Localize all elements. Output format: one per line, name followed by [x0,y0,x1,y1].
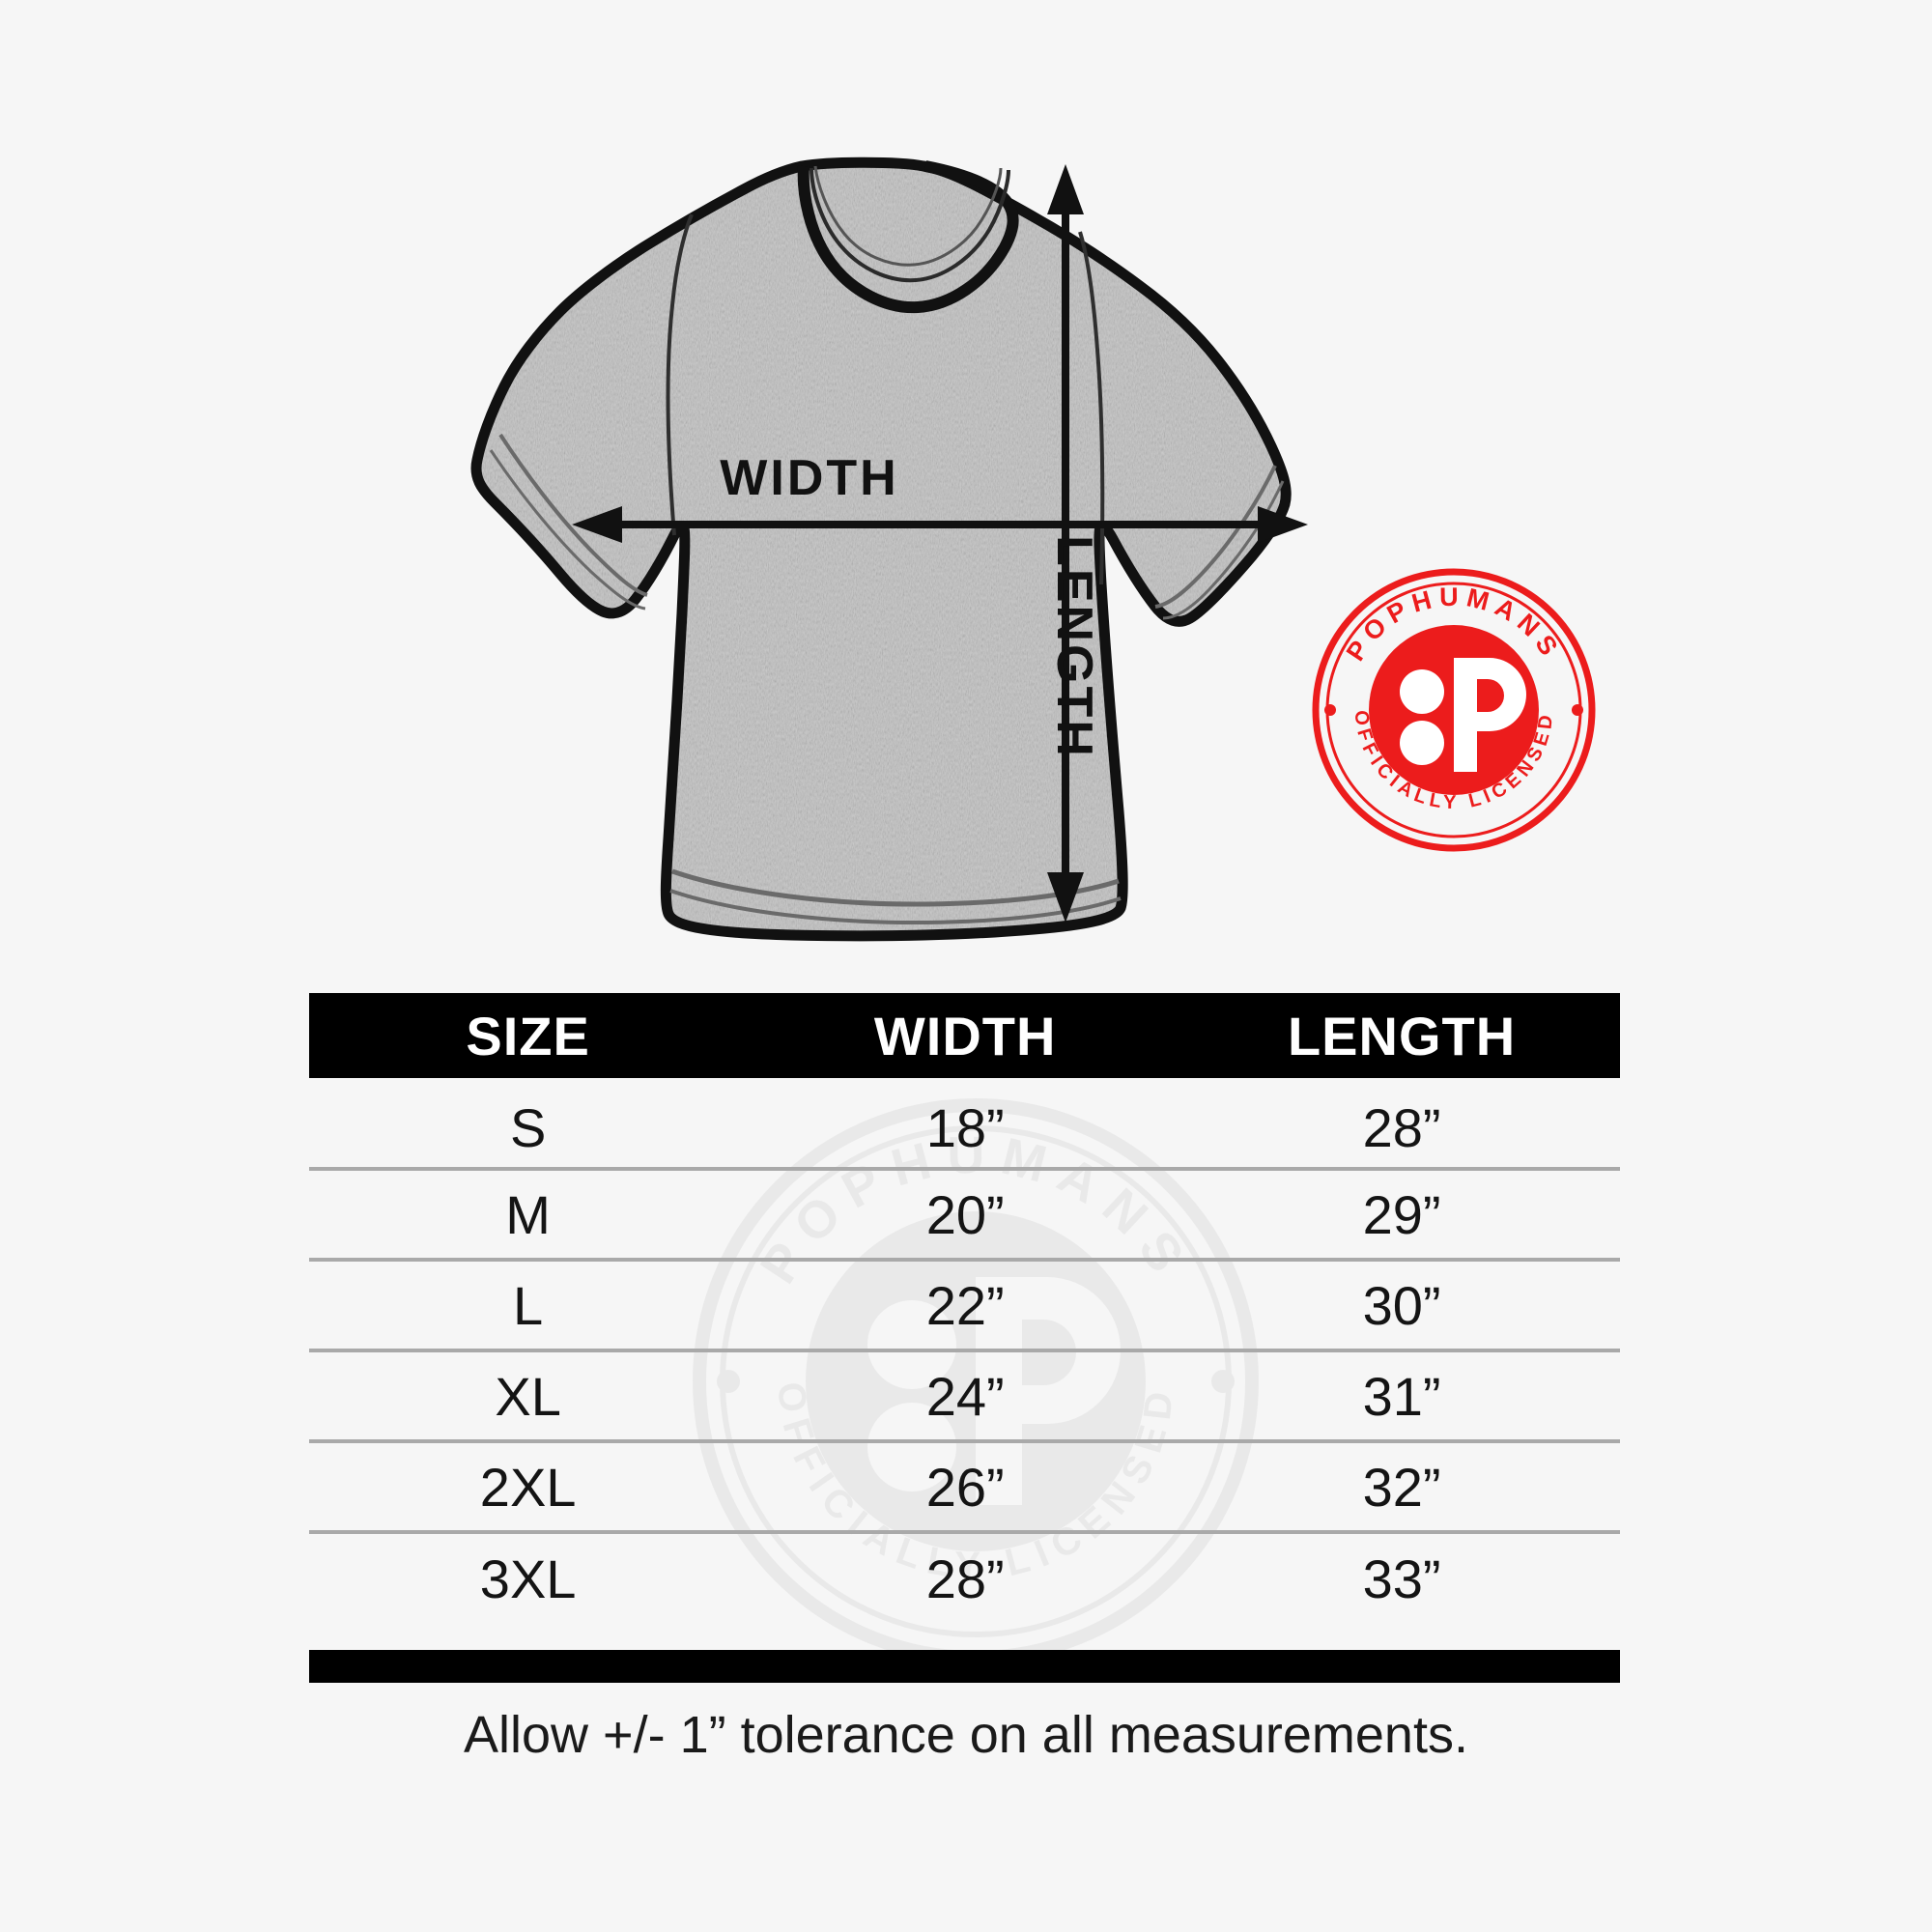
tshirt-collar [797,160,1019,314]
cell-length: 33” [1183,1530,1620,1623]
right-sleeve-hem-2 [1162,480,1285,620]
width-label: WIDTH [720,450,898,506]
cell-length: 29” [1183,1167,1620,1260]
table-row: XL 24” 31” [309,1349,1620,1441]
seal-outer-ring [1312,568,1596,852]
column-header-width: WIDTH [747,993,1184,1078]
left-shoulder-seam [666,213,694,536]
collar-rib-1 [810,167,1010,283]
table-bottom-bar [309,1650,1620,1683]
tolerance-note: Allow +/- 1” tolerance on all measuremen… [464,1706,1468,1764]
width-arrow [572,506,1308,543]
cell-width: 28” [747,1530,1184,1623]
cell-size: 2XL [309,1439,748,1532]
length-label: LENGTH [1046,535,1102,759]
pophumans-seal-logo: POPHUMANS OFFICIALLY LICENSED [1309,565,1599,855]
cell-size: S [509,1096,547,1158]
left-sleeve-hem [498,433,648,597]
cell-length: 31” [1183,1349,1620,1441]
size-chart-table: SIZE WIDTH LENGTH S 18” 28” M 20” 29” L [309,993,1620,1623]
cell-width: 18” [925,1096,1005,1158]
table-row: L 22” 30” [309,1258,1620,1350]
table-header-row: SIZE WIDTH LENGTH [309,993,1620,1078]
table-body: S 18” 28” M 20” 29” L 22” 30” XL 24” [309,1078,1620,1623]
seal-monogram-dot-top [1400,669,1444,714]
seal-monogram-p [1454,658,1526,772]
column-header-size: SIZE [309,993,748,1078]
cell-length: 28” [1362,1096,1441,1158]
cell-length: 32” [1183,1439,1620,1532]
tshirt-diagram: LENGTH WIDTH [425,145,1314,947]
table-row: 3XL 28” 33” [309,1530,1620,1623]
seal-dot-right [1572,704,1583,716]
tshirt-outline [470,156,1292,942]
cell-size: XL [309,1349,748,1441]
seal-dot-left [1324,704,1336,716]
column-header-length: LENGTH [1183,993,1620,1078]
table-header: SIZE WIDTH LENGTH [309,993,1620,1078]
left-sleeve-hem-2 [489,449,646,611]
right-sleeve-hem [1154,465,1277,609]
table-row: 2XL 26” 32” [309,1439,1620,1532]
table-row: S 18” 28” [309,1078,1620,1169]
length-arrow [1047,164,1084,923]
cell-size: M [309,1167,748,1260]
size-chart-table-container: SIZE WIDTH LENGTH S 18” 28” M 20” 29” L [309,993,1620,1623]
cell-size: 3XL [309,1530,748,1623]
seal-monogram-dot-bottom [1400,721,1444,765]
collar-rib-2 [813,165,1003,267]
cell-size: L [309,1258,748,1350]
cell-width: 20” [747,1167,1184,1260]
tshirt-body [475,162,1287,936]
table-row: M 20” 29” [309,1167,1620,1260]
cell-length: 30” [1183,1258,1620,1350]
cell-width: 22” [747,1258,1184,1350]
cell-width: 26” [747,1439,1184,1532]
cell-width: 24” [747,1349,1184,1441]
